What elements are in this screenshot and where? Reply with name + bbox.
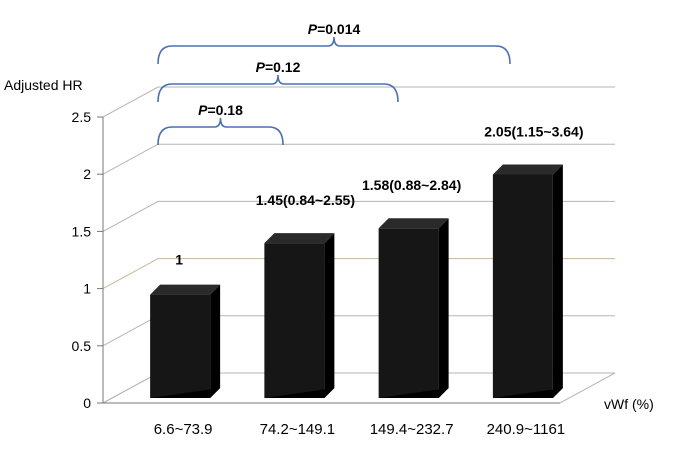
bar-side — [438, 218, 449, 398]
bar — [150, 294, 211, 398]
bar-base — [150, 388, 221, 398]
bar-side — [552, 164, 563, 398]
y-tick-label: 2.5 — [72, 109, 92, 125]
bar-top — [264, 233, 335, 244]
bar — [264, 243, 325, 398]
comparison-bracket — [157, 74, 399, 103]
y-tick-label: 2 — [83, 166, 91, 182]
bar-top — [150, 284, 221, 295]
y-tick-label: 1.5 — [72, 223, 92, 239]
data-label: 2.05(1.15~3.64) — [484, 123, 583, 139]
x-tick-label: 240.9~1161 — [487, 421, 566, 438]
bar-top — [378, 218, 449, 229]
y-axis-label: Adjusted HR — [4, 77, 83, 93]
p-value-label: P=0.014 — [308, 21, 361, 37]
gridline — [102, 200, 615, 232]
x-tick-label: 6.6~73.9 — [154, 421, 213, 438]
data-label: 1 — [175, 252, 183, 268]
x-axis-label: vWf (%) — [604, 396, 654, 412]
bar-top — [492, 164, 563, 175]
bar-side — [210, 284, 221, 398]
bar-base — [492, 388, 563, 398]
bar — [492, 174, 553, 398]
x-tick-label: 74.2~149.1 — [260, 421, 336, 438]
comparison-bracket — [157, 117, 284, 146]
x-tick-label: 149.4~232.7 — [370, 421, 454, 438]
p-value-label: P=0.12 — [256, 59, 301, 75]
data-label: 1.45(0.84~2.55) — [256, 192, 355, 208]
data-label: 1.58(0.88~2.84) — [362, 177, 461, 193]
y-tick-label: 0 — [83, 395, 91, 411]
comparison-bracket — [157, 36, 511, 65]
gridline — [102, 258, 615, 290]
bar — [378, 228, 439, 398]
y-tick-label: 1 — [83, 281, 91, 297]
bar-base — [378, 388, 449, 398]
bar-base — [264, 388, 335, 398]
bar-side — [324, 233, 335, 398]
y-tick-label: 0.5 — [72, 338, 92, 354]
p-value-label: P=0.18 — [198, 102, 243, 118]
gridline — [102, 86, 615, 118]
